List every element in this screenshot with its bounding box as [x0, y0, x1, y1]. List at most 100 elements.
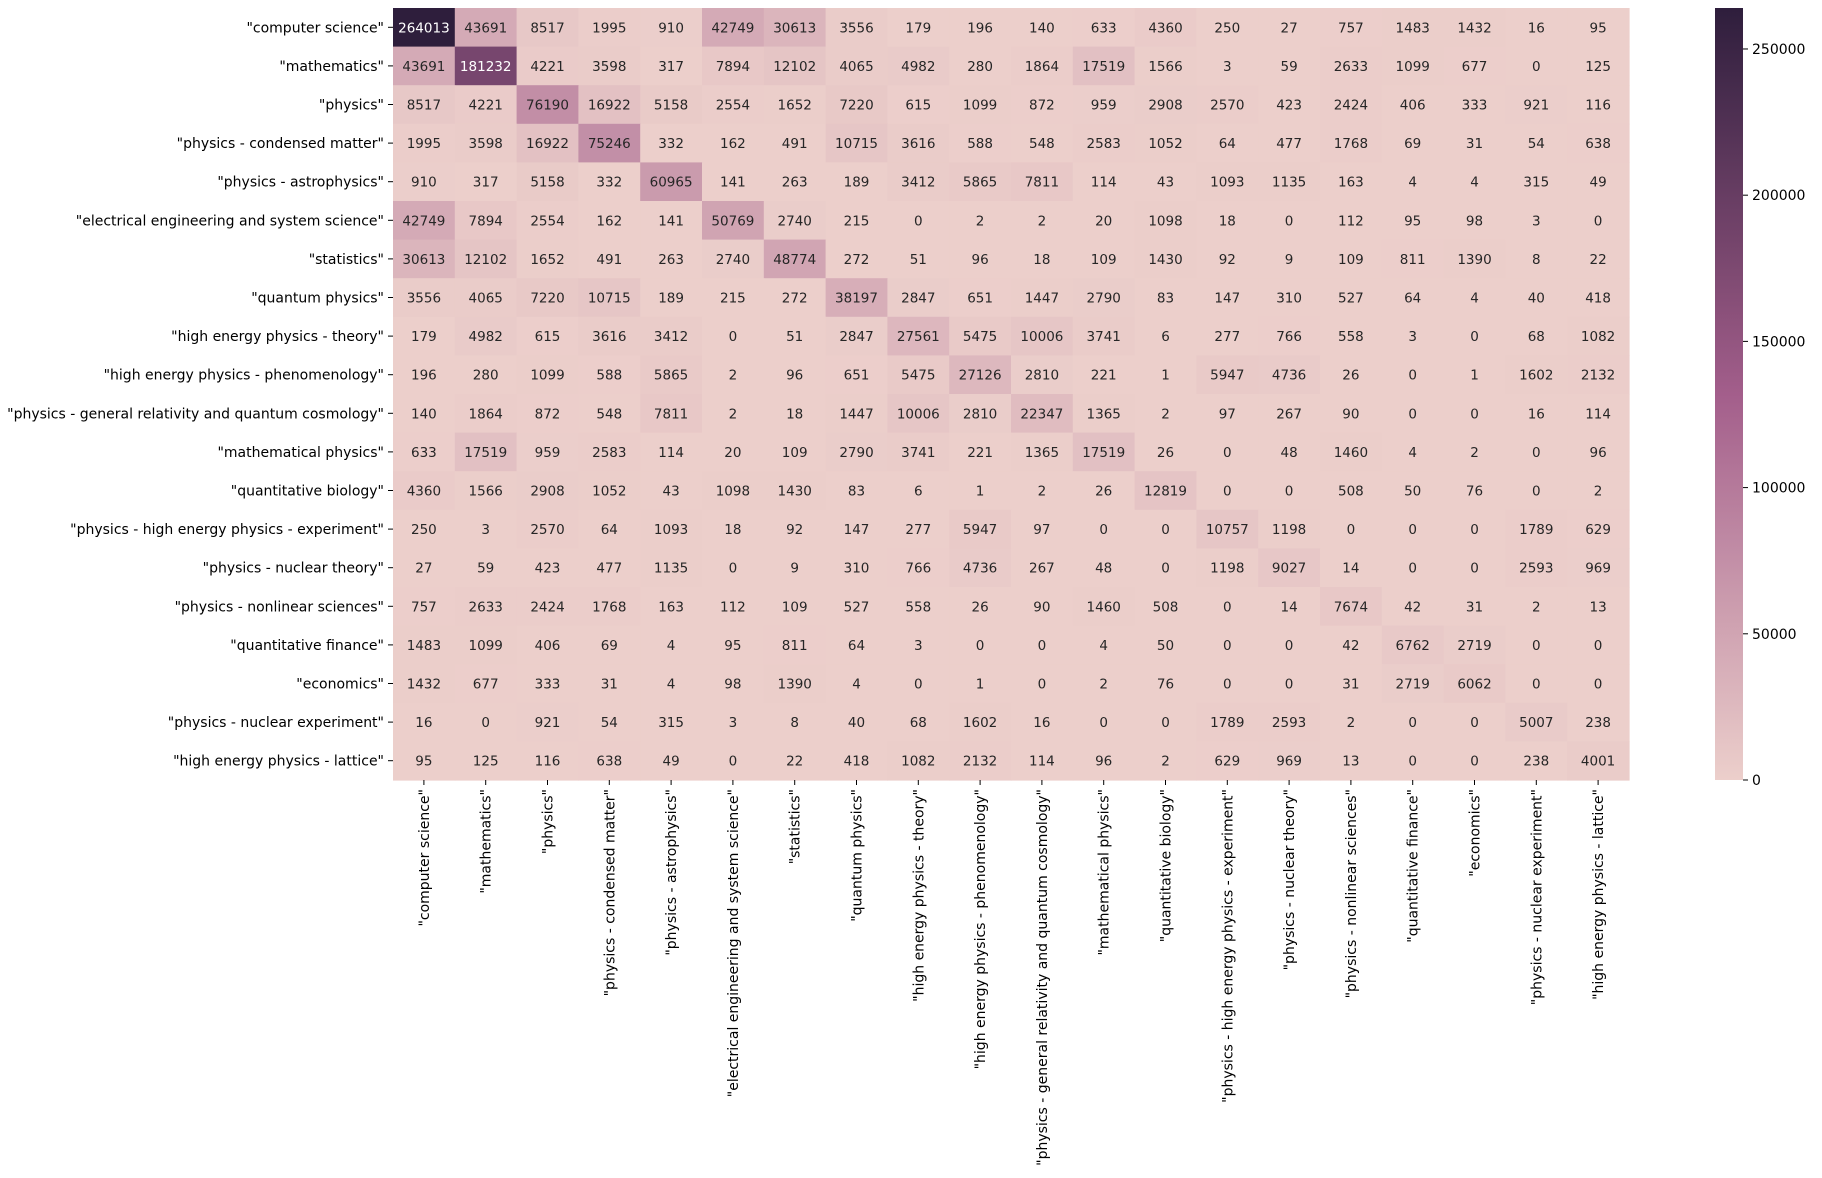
cell-value-label: 98 — [1466, 213, 1483, 229]
cell-value-label: 31 — [1342, 677, 1359, 693]
heatmap-cell — [578, 509, 641, 549]
heatmap-cell — [1320, 46, 1383, 86]
cell-value-label: 0 — [1099, 715, 1108, 731]
heatmap-cell — [1258, 394, 1321, 434]
heatmap-cell — [1196, 394, 1259, 434]
heatmap-cell — [1381, 741, 1445, 781]
cell-value-label: 633 — [411, 445, 437, 461]
heatmap-cell — [1072, 355, 1136, 395]
heatmap-cell — [1258, 741, 1321, 781]
cell-value-label: 7894 — [716, 59, 750, 75]
cell-value-label: 4065 — [839, 59, 873, 75]
cell-value-label: 0 — [1223, 677, 1232, 693]
heatmap-cell — [516, 548, 579, 588]
heatmap-cell — [640, 46, 703, 86]
cell-value-label: 114 — [1091, 175, 1117, 191]
row-label: "physics - nuclear theory" — [203, 561, 384, 577]
heatmap-cell — [1443, 587, 1506, 627]
row-label: "high energy physics - phenomenology" — [104, 368, 384, 384]
heatmap-cell — [1381, 123, 1445, 163]
heatmap-cell — [1011, 162, 1074, 202]
cell-value-label: 1566 — [1148, 59, 1182, 75]
cell-value-label: 2790 — [839, 445, 873, 461]
column-label: "quantitative biology" — [1159, 789, 1175, 942]
colorbar-tick-label: 250000 — [1752, 42, 1805, 58]
heatmap-cell — [1567, 239, 1630, 279]
cell-value-label: 6 — [914, 484, 923, 500]
cell-value-label: 4 — [667, 638, 676, 654]
heatmap-cell — [949, 123, 1012, 163]
cell-value-label: 1432 — [407, 677, 441, 693]
cell-value-label: 16 — [1528, 406, 1545, 422]
cell-value-label: 12102 — [773, 59, 816, 75]
cell-value-label: 179 — [411, 329, 437, 345]
heatmap-cell — [1072, 46, 1136, 86]
heatmap-cell — [887, 509, 950, 549]
cell-value-label: 42 — [1404, 599, 1421, 615]
cell-value-label: 677 — [1462, 59, 1488, 75]
heatmap-cell — [516, 702, 579, 742]
heatmap-cell — [887, 162, 950, 202]
cell-value-label: 125 — [1585, 59, 1611, 75]
column-label: "physics - condensed matter" — [602, 789, 618, 996]
cell-value-label: 26 — [972, 599, 989, 615]
heatmap-cell — [1134, 548, 1197, 588]
heatmap-cell — [578, 548, 641, 588]
cell-value-label: 215 — [720, 291, 746, 307]
cell-value-label: 125 — [473, 754, 499, 770]
cell-value-label: 26 — [1157, 445, 1174, 461]
heatmap-cell — [1011, 355, 1074, 395]
cell-value-label: 629 — [1214, 754, 1240, 770]
cell-value-label: 548 — [596, 406, 622, 422]
cell-value-label: 196 — [967, 20, 993, 36]
heatmap-cell — [1505, 8, 1568, 48]
heatmap-cell — [1196, 85, 1259, 125]
cell-value-label: 1052 — [592, 484, 626, 500]
heatmap-cell — [1196, 201, 1259, 241]
heatmap-cell — [1443, 278, 1506, 318]
heatmap-cell — [1072, 471, 1136, 511]
cell-value-label: 0 — [1099, 522, 1108, 538]
heatmap-cell — [1505, 239, 1568, 279]
heatmap-cell — [1258, 625, 1321, 665]
heatmap-cell — [949, 471, 1012, 511]
heatmap-cell — [640, 162, 703, 202]
cell-value-label: 1 — [1161, 368, 1170, 384]
heatmap-cell — [1381, 355, 1445, 395]
heatmap-cell — [1011, 201, 1074, 241]
heatmap-cell — [825, 8, 888, 48]
cell-value-label: 162 — [720, 136, 746, 152]
cell-value-label: 64 — [848, 638, 865, 654]
cell-value-label: 1082 — [1581, 329, 1615, 345]
heatmap-cell — [1258, 8, 1321, 48]
heatmap-cell — [516, 278, 579, 318]
heatmap-cell — [1567, 8, 1630, 48]
cell-value-label: 677 — [473, 677, 499, 693]
cell-value-label: 3412 — [901, 175, 935, 191]
heatmap-cell — [454, 316, 518, 356]
cell-value-label: 20 — [1095, 213, 1112, 229]
cell-value-label: 969 — [1585, 561, 1611, 577]
heatmap-cell — [1011, 587, 1074, 627]
cell-value-label: 1198 — [1272, 522, 1306, 538]
heatmap-cell — [1443, 201, 1506, 241]
heatmap-cells: 264013 43691 8517 1995 910 42749 30613 3556 179 1… — [393, 8, 1630, 781]
cell-value-label: 508 — [1153, 599, 1179, 615]
cell-value-label: 22 — [1590, 252, 1607, 268]
cell-value-label: 280 — [967, 59, 993, 75]
row-label: "physics - high energy physics - experim… — [70, 522, 384, 538]
cell-value-label: 5158 — [530, 175, 564, 191]
cell-value-label: 10757 — [1206, 522, 1249, 538]
cell-value-label: 69 — [1404, 136, 1421, 152]
heatmap-cell — [1505, 123, 1568, 163]
cell-value-label: 0 — [914, 677, 923, 693]
heatmap-cell — [578, 664, 641, 704]
heatmap-cell — [825, 587, 888, 627]
cell-value-label: 872 — [535, 406, 561, 422]
cell-value-label: 0 — [1161, 715, 1170, 731]
cell-value-label: 96 — [1590, 445, 1607, 461]
cell-value-label: 76 — [1157, 677, 1174, 693]
cell-value-label: 51 — [786, 329, 803, 345]
cell-value-label: 147 — [844, 522, 870, 538]
heatmap-cell — [1443, 741, 1506, 781]
